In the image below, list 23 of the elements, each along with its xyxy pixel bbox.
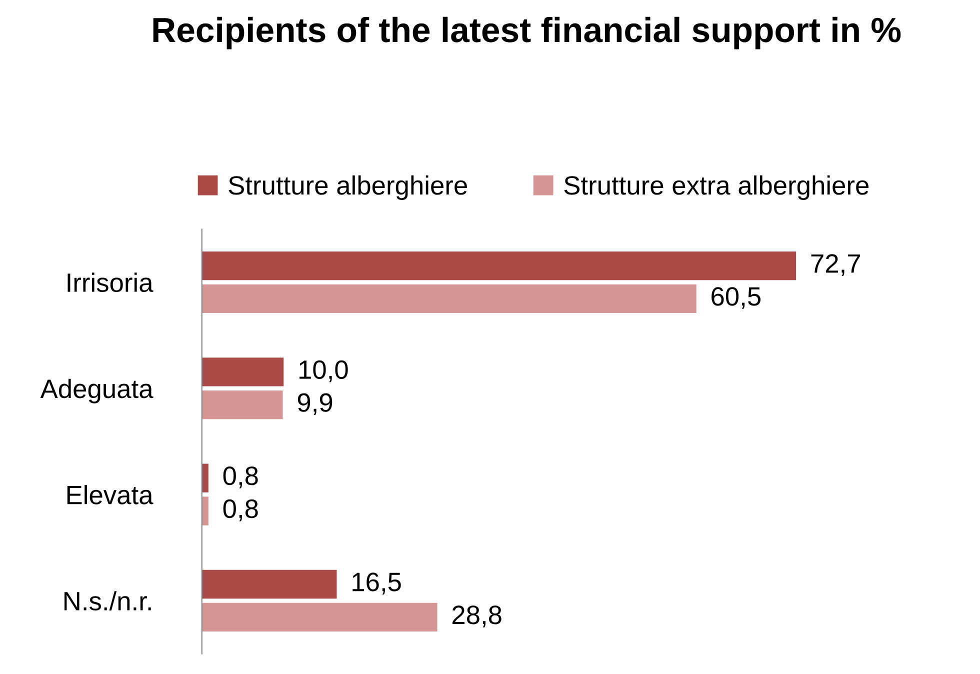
data-label: 9,9	[298, 393, 332, 416]
data-label: 10,0	[300, 360, 348, 382]
y-tick-label: N.s./n.r.	[64, 591, 151, 611]
bar	[202, 358, 284, 386]
y-tick-label: Adeguata	[40, 378, 154, 404]
data-label: 60,5	[712, 287, 760, 309]
bar	[202, 464, 208, 492]
legend-label: Strutture alberghiere	[228, 175, 467, 200]
y-tick-label: Irrisoria	[68, 272, 154, 292]
data-label: 0,8	[223, 499, 258, 522]
chart-title: Recipients of the latest financial support in %	[153, 16, 901, 50]
data-label: 16,5	[352, 572, 401, 594]
data-label: 28,8	[452, 606, 502, 628]
y-tick-label: Elevata	[67, 484, 154, 504]
legend-label: Strutture extra alberghiere	[564, 175, 869, 200]
bar	[202, 284, 696, 314]
bar	[202, 496, 208, 526]
bar	[202, 390, 283, 420]
bar	[202, 602, 438, 632]
bar	[202, 251, 796, 280]
bar	[202, 570, 337, 599]
data-label: 0,8	[223, 466, 258, 488]
data-label: 72,7	[811, 254, 860, 276]
